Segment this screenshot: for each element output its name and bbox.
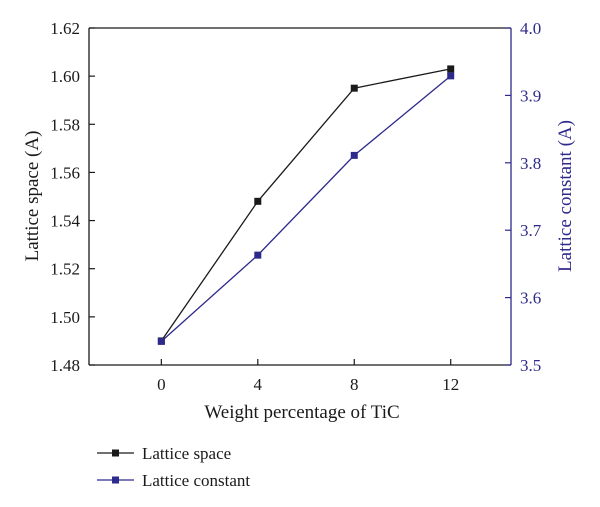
legend-marker-lattice-space [112, 449, 119, 457]
y-left-tick-label: 1.52 [50, 260, 80, 279]
x-tick-label: 12 [442, 375, 459, 394]
y-axis-right: 3.5 3.6 3.7 3.8 3.9 4.0 [505, 19, 542, 375]
x-axis: 0 4 8 12 [157, 359, 459, 394]
series-line-lattice-constant [160, 75, 452, 342]
y-left-tick-label: 1.50 [50, 308, 80, 327]
y-left-tick-label: 1.60 [50, 67, 80, 86]
y-right-tick-label: 3.6 [520, 289, 541, 308]
y-axis-left: 1.48 1.50 1.52 1.54 1.56 1.58 1.60 1.62 [50, 19, 95, 375]
y-axis-right-label: Lattice constant (A) [555, 120, 576, 272]
y-right-tick-label: 3.9 [520, 86, 541, 105]
y-right-tick-label: 3.7 [520, 221, 542, 240]
y-left-tick-label: 1.58 [50, 115, 80, 134]
legend-marker-lattice-constant [112, 476, 119, 484]
data-point-lattice-constant [157, 337, 165, 345]
y-right-tick-label: 3.5 [520, 356, 541, 375]
y-left-tick-label: 1.54 [50, 212, 80, 231]
x-tick-label: 8 [350, 375, 359, 394]
legend-label-lattice-constant: Lattice constant [142, 471, 250, 490]
y-left-tick-label: 1.62 [50, 19, 80, 38]
y-right-tick-label: 4.0 [520, 19, 541, 38]
data-point-lattice-constant [447, 72, 455, 80]
x-axis-label: Weight percentage of TiC [204, 402, 399, 423]
y-axis-left-label: Lattice space (A) [22, 131, 43, 262]
series-layer [157, 65, 455, 345]
data-point-lattice-space [254, 197, 262, 205]
data-point-lattice-space [350, 84, 358, 92]
plot-frame [88, 27, 512, 366]
y-left-tick-label: 1.56 [50, 163, 80, 182]
data-point-lattice-space [447, 65, 455, 73]
y-left-tick-label: 1.48 [50, 356, 80, 375]
x-tick-label: 4 [254, 375, 263, 394]
legend-label-lattice-space: Lattice space [142, 444, 231, 463]
data-point-lattice-constant [350, 151, 358, 159]
series-line-lattice-space [160, 68, 451, 342]
x-tick-label: 0 [157, 375, 166, 394]
y-right-tick-label: 3.8 [520, 154, 541, 173]
legend: Lattice space Lattice constant [97, 444, 250, 490]
data-point-lattice-constant [254, 251, 262, 259]
